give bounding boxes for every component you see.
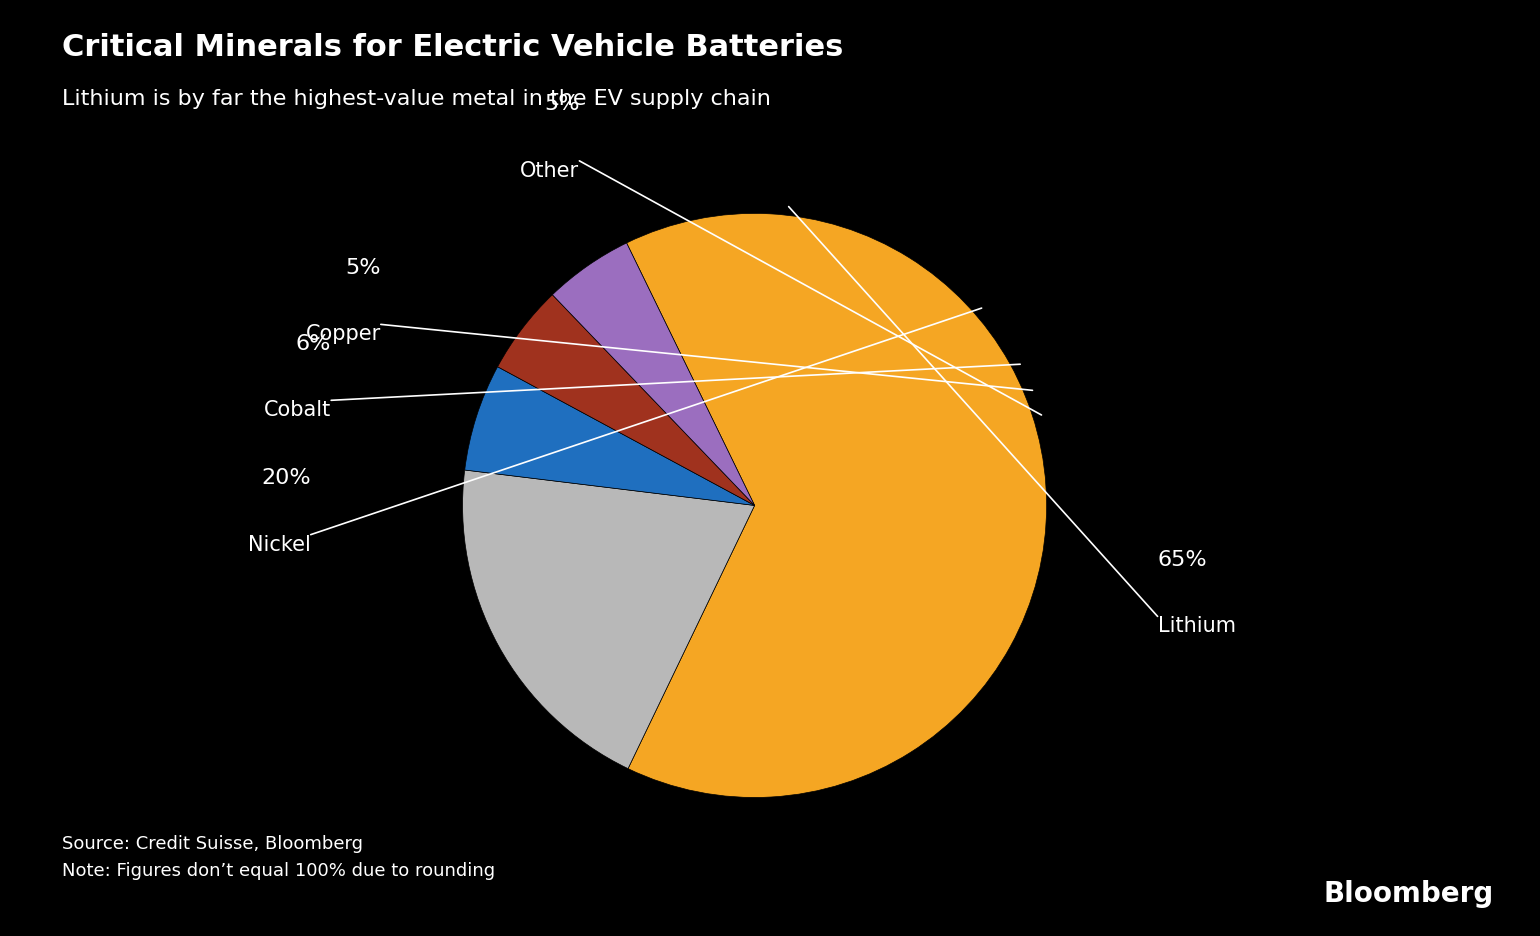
Wedge shape: [553, 243, 755, 505]
Text: 5%: 5%: [345, 257, 380, 278]
Text: Critical Minerals for Electric Vehicle Batteries: Critical Minerals for Electric Vehicle B…: [62, 33, 842, 62]
Wedge shape: [497, 295, 755, 505]
Text: Lithium is by far the highest-value metal in the EV supply chain: Lithium is by far the highest-value meta…: [62, 89, 770, 109]
Text: Nickel: Nickel: [248, 534, 311, 555]
Wedge shape: [462, 470, 755, 768]
Text: Cobalt: Cobalt: [263, 401, 331, 420]
Text: Lithium: Lithium: [1158, 617, 1235, 636]
Wedge shape: [627, 213, 1047, 797]
Text: 20%: 20%: [262, 468, 311, 488]
Text: Bloomberg: Bloomberg: [1323, 880, 1494, 908]
Text: 65%: 65%: [1158, 549, 1207, 570]
Text: Copper: Copper: [305, 325, 380, 344]
Wedge shape: [465, 367, 755, 505]
Text: 6%: 6%: [296, 333, 331, 354]
Text: 5%: 5%: [544, 95, 579, 114]
Text: Other: Other: [521, 161, 579, 181]
Text: Source: Credit Suisse, Bloomberg
Note: Figures don’t equal 100% due to rounding: Source: Credit Suisse, Bloomberg Note: F…: [62, 836, 494, 880]
